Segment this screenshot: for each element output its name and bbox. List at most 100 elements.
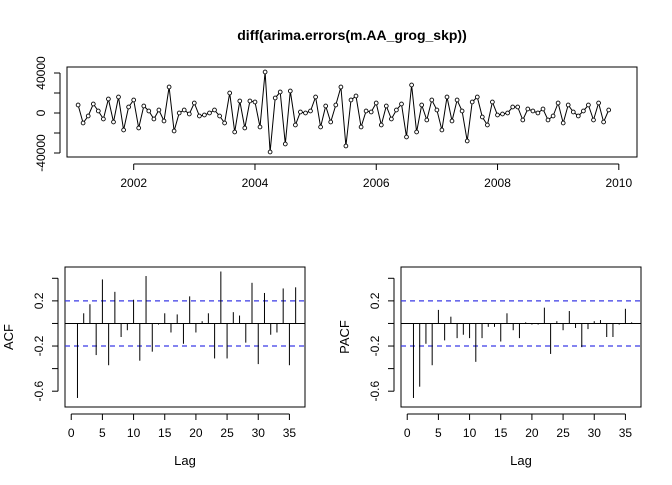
x-tick-label: 20	[525, 426, 539, 440]
data-point	[328, 119, 334, 125]
x-axis: 0 5 10 15 20 25 30 35 Lag	[68, 413, 297, 468]
data-point	[505, 110, 510, 116]
x-tick-label: 5	[99, 426, 106, 440]
data-point	[394, 107, 399, 113]
data-point	[444, 94, 450, 100]
plot-frame	[66, 66, 638, 158]
x-tick-label: 35	[619, 426, 633, 440]
data-point	[298, 109, 303, 115]
y-axis: -0.6 -0.2 0.2 ACF	[1, 277, 59, 402]
data-point	[333, 102, 339, 108]
data-point	[555, 100, 561, 106]
x-tick-label: 10	[127, 426, 141, 440]
data-point	[353, 93, 359, 99]
data-point	[111, 119, 116, 125]
data-point	[429, 97, 435, 103]
data-point	[222, 120, 227, 126]
data-point	[308, 108, 313, 114]
data-point	[131, 97, 137, 103]
data-point	[525, 106, 531, 112]
data-point	[378, 122, 384, 128]
data-point	[207, 110, 212, 116]
data-point	[141, 103, 147, 109]
data-point	[439, 127, 445, 133]
data-point	[80, 120, 86, 126]
x-tick-label: 35	[283, 426, 297, 440]
data-point	[166, 84, 172, 90]
data-point	[454, 97, 460, 103]
x-tick-label: 30	[252, 426, 266, 440]
data-point	[368, 109, 374, 115]
data-point	[510, 104, 516, 110]
y-tick-label: -0.2	[368, 335, 382, 356]
data-point	[146, 108, 152, 114]
plot-frame	[64, 266, 306, 408]
data-point	[106, 96, 111, 102]
series-points	[75, 69, 612, 155]
series-line	[77, 71, 610, 153]
x-axis-title: Lag	[510, 453, 532, 468]
data-point	[85, 113, 91, 119]
data-point	[95, 108, 101, 114]
data-point	[479, 114, 485, 120]
x-axis: 2002 2004 2006 2008 2010	[120, 163, 632, 190]
data-point	[389, 116, 394, 122]
data-point	[575, 113, 581, 119]
data-point	[338, 84, 344, 90]
main-title: diff(arima.errors(m.AA_grog_skp))	[237, 27, 467, 43]
data-point	[469, 99, 475, 105]
data-point	[277, 89, 283, 95]
x-axis: 0 5 10 15 20 25 30 35 Lag	[404, 413, 633, 468]
y-tick-label: 0	[34, 109, 48, 116]
data-point	[596, 100, 601, 106]
data-point	[75, 102, 81, 108]
y-tick-label: 0.2	[32, 292, 46, 309]
data-point	[500, 111, 505, 117]
data-point	[363, 108, 369, 114]
data-point	[90, 101, 96, 107]
y-axis-title: ACF	[1, 324, 16, 350]
data-point	[348, 97, 354, 103]
y-tick-label: -0.6	[368, 381, 382, 402]
data-point	[101, 116, 106, 122]
data-point	[176, 110, 182, 116]
y-tick-label: -40000	[34, 134, 48, 172]
data-point	[383, 103, 389, 109]
data-point	[202, 112, 207, 118]
data-point	[581, 108, 586, 114]
data-point	[252, 99, 258, 105]
data-point	[424, 117, 430, 123]
data-point	[459, 108, 465, 114]
x-tick-label: 5	[435, 426, 442, 440]
y-axis: -40000 0 40000	[34, 56, 61, 172]
x-tick-label: 25	[220, 426, 234, 440]
data-point	[586, 102, 591, 108]
data-point	[560, 120, 566, 126]
pacf-panel: 0 5 10 15 20 25 30 35 Lag -0.6 -0.2 0.2 PACF	[337, 266, 642, 468]
x-tick-label: 10	[463, 426, 477, 440]
data-point	[191, 100, 197, 106]
data-point	[181, 107, 187, 113]
data-point	[414, 129, 419, 135]
data-point	[287, 88, 293, 94]
y-tick-label: -0.2	[32, 335, 46, 356]
data-point	[126, 104, 131, 110]
data-point	[267, 149, 273, 155]
data-point	[171, 128, 177, 134]
data-point	[237, 98, 243, 104]
x-tick-label: 2002	[120, 176, 147, 190]
data-point	[591, 117, 596, 123]
data-point	[151, 116, 157, 122]
data-point	[434, 107, 440, 113]
data-point	[570, 109, 576, 115]
acf-panel: 0 5 10 15 20 25 30 35 Lag -0.6 -0.2 0.2 ACF	[1, 266, 306, 468]
data-point	[343, 143, 349, 149]
x-tick-label: 2004	[242, 176, 269, 190]
data-point	[404, 134, 409, 140]
x-tick-label: 15	[158, 426, 172, 440]
data-point	[490, 99, 495, 105]
data-point	[485, 122, 490, 128]
data-point	[606, 107, 612, 113]
